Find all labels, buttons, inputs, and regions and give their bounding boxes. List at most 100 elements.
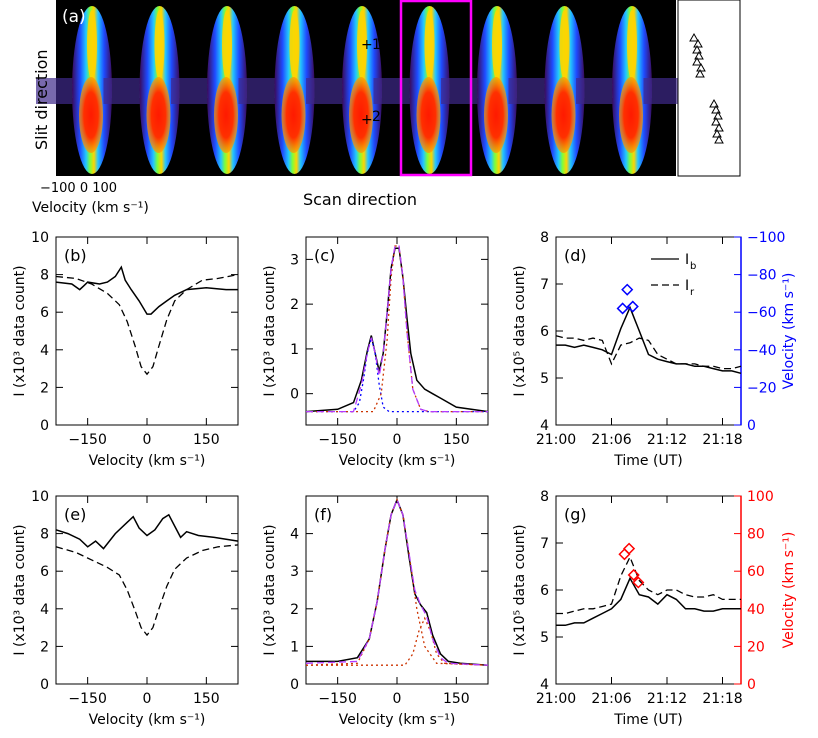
legend-label: I [685,252,689,268]
panel-a: (a) + 1 + 2 Slit direction Scan directio… [32,0,741,216]
series-line [55,265,238,315]
y-tick-label: 10 [31,230,49,246]
streak-upper-core [559,10,570,80]
marker-1-cross: + [361,37,373,53]
y-axis-label: I (x10⁵ data count) [512,265,528,396]
velocity-diamond [632,576,645,589]
velocity-diamond [623,542,636,555]
velocity-diamond [616,302,629,315]
x-tick-label: 21:12 [647,432,687,448]
panel-label: (c) [314,246,335,265]
streak-upper-core [492,10,502,80]
y2-tick-label: −60 [747,305,777,321]
y-tick-label: 10 [31,489,49,505]
series-line [306,245,488,413]
y2-tick-label: −40 [747,343,777,359]
x-axis-label: Velocity (km s⁻¹) [339,453,456,469]
velocity-diamond [626,300,639,313]
panel-label: (b) [64,246,87,265]
y2-tick-label: 20 [747,639,765,655]
y-tick-label: 5 [540,630,549,646]
y2-tick-label: 60 [747,564,765,580]
streak-upper-core [424,10,435,80]
y-tick-label: 5 [540,371,549,387]
panel-label: (f) [314,505,332,524]
triangle-marker [711,116,721,126]
x-tick-label: 0 [143,432,152,448]
series-line [305,498,489,666]
marker-2-cross: + [361,112,373,128]
streak-core [214,77,238,153]
chart-1: −150 0 150 0 1 2 3 Velocity (km s⁻¹) I (x10³ dat… [262,236,489,469]
series-line [55,273,239,376]
panel-a-label: (a) [62,7,86,27]
y-tick-label: 8 [540,489,549,505]
chart-2: 21:00 21:06 21:12 21:18 4 5 6 7 8 Time (UT) I (x10… [512,230,797,469]
series-line [556,576,741,627]
y-tick-label: 7 [540,277,549,293]
y-tick-label: 2 [290,297,299,313]
y-tick-label: 4 [540,677,549,693]
y-tick-label: 0 [290,387,299,403]
y-tick-label: 6 [40,305,49,321]
marker-1-label: 1 [372,37,381,53]
x-axis-label: Time (UT) [613,453,682,469]
y-axis-label: I (x10⁵ data count) [512,524,528,655]
plot-frame [305,495,489,685]
y2-tick-label: 80 [747,527,765,543]
y2-axis-label: Velocity (km s⁻¹) [781,273,797,390]
x-tick-label: 21:00 [536,432,576,448]
y-tick-label: 6 [540,583,549,599]
streak-core [484,77,508,153]
panel-label: (g) [564,505,587,524]
x-tick-label: 150 [193,432,220,448]
y-tick-label: 8 [40,527,49,543]
x-tick-label: −150 [318,432,356,448]
series-line [556,555,741,615]
plot-frame [555,236,742,426]
y-axis-label: I (x10³ data count) [12,524,28,655]
chart-0: −150 0 150 0 2 4 6 8 10 Velocity (km s⁻¹) I (x10³ … [12,230,239,469]
x-tick-label: 0 [143,691,152,707]
y-tick-label: 3 [290,564,299,580]
y2-tick-label: 40 [747,602,765,618]
y-tick-label: 8 [40,268,49,284]
series-line [556,305,742,375]
streak-core [551,77,576,153]
y-axis-label: I (x10³ data count) [12,265,28,396]
y-tick-label: 1 [290,342,299,358]
streak-core [79,77,103,153]
panel-label: (d) [564,246,587,265]
series-line [305,498,489,666]
x-tick-label: 21:06 [591,432,631,448]
y-tick-label: 3 [290,252,299,268]
x-tick-label: 21:18 [702,432,742,448]
triangle-marker [694,50,704,60]
y-tick-label: 8 [540,230,549,246]
y2-tick-label: 0 [747,418,756,434]
triangle-markers [689,32,724,144]
x-tick-label: −150 [318,691,356,707]
x-tick-label: −150 [68,432,106,448]
legend-subscript: b [690,261,696,272]
streak-upper-core [87,10,97,80]
y-tick-label: 0 [40,677,49,693]
y-tick-label: 4 [40,343,49,359]
streak-core [146,77,171,153]
series-line [306,497,489,666]
streak-core [349,77,373,153]
legend-subscript: r [690,287,695,298]
marker-2-label: 2 [372,109,381,125]
y2-tick-label: −20 [747,380,777,396]
streak-core [281,77,306,153]
triangle-marker [712,128,722,138]
y-axis-label: I (x10³ data count) [262,265,278,396]
y-tick-label: 2 [40,380,49,396]
chart-3: −150 0 150 0 2 4 6 8 10 Velocity (km s⁻¹) I (x10³ … [12,489,239,728]
x-tick-label: 0 [393,691,402,707]
y-tick-label: 4 [40,602,49,618]
y2-axis-label: Velocity (km s⁻¹) [781,532,797,649]
x-tick-label: 150 [193,691,220,707]
